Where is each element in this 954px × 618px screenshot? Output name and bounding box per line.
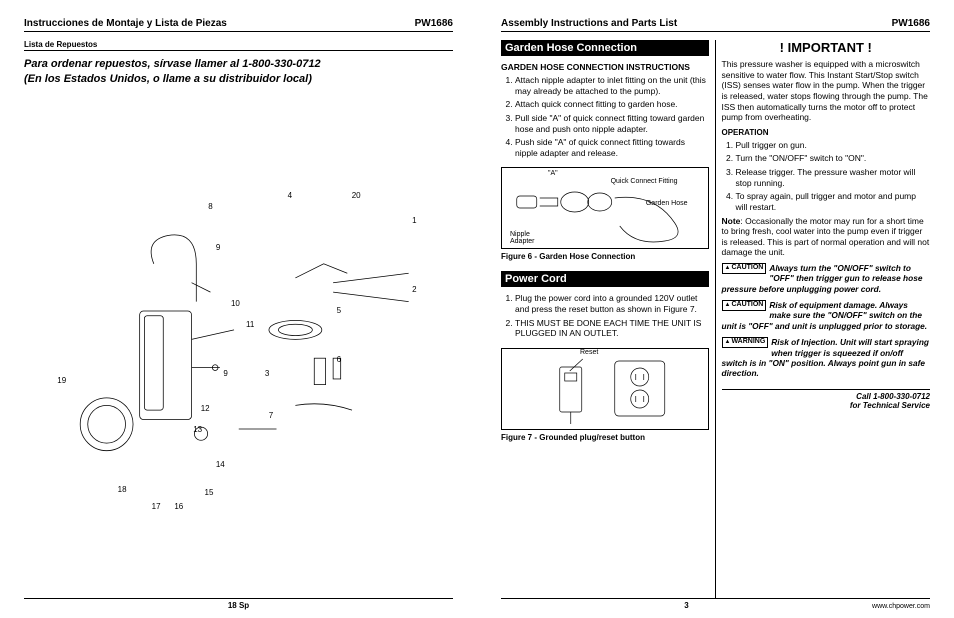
callout: 10 (231, 299, 240, 308)
callout: 9 (216, 243, 220, 252)
callout: 4 (288, 191, 292, 200)
warning-badge: WARNING (722, 337, 769, 348)
fig7-caption: Figure 7 - Grounded plug/reset button (501, 433, 709, 442)
tech1: Call 1-800-330-0712 (722, 392, 931, 402)
order-line2: (En los Estados Unidos, o llame a su dis… (24, 72, 453, 87)
left-page-num: 18 Sp (228, 601, 249, 610)
right-col-left: Garden Hose Connection GARDEN HOSE CONNE… (501, 40, 716, 598)
power-bar: Power Cord (501, 271, 709, 287)
power-step: Plug the power cord into a grounded 120V… (515, 293, 709, 314)
op-steps: Pull trigger on gun. Turn the "ON/OFF" s… (722, 140, 931, 216)
callout: 16 (174, 502, 183, 511)
note-label: Note (722, 216, 741, 226)
op-step: To spray again, pull trigger and motor a… (736, 191, 931, 212)
op-step: Release trigger. The pressure washer mot… (736, 167, 931, 188)
hose-sub: GARDEN HOSE CONNECTION INSTRUCTIONS (501, 62, 709, 72)
left-footer: 18 Sp (24, 598, 453, 610)
left-header-title: Instrucciones de Montaje y Lista de Piez… (24, 18, 227, 29)
callout: 20 (352, 191, 361, 200)
warning: WARNING Risk of Injection. Unit will sta… (722, 337, 931, 378)
left-header: Instrucciones de Montaje y Lista de Piez… (24, 18, 453, 32)
right-header-model: PW1686 (892, 18, 930, 29)
exploded-svg (50, 174, 428, 524)
callout: 15 (205, 488, 214, 497)
note: Note: Occasionally the motor may run for… (722, 216, 931, 259)
right-page: Assembly Instructions and Parts List PW1… (477, 0, 954, 618)
power-step: THIS MUST BE DONE EACH TIME THE UNIT IS … (515, 318, 709, 339)
hose-step: Attach nipple adapter to inlet fitting o… (515, 75, 709, 96)
fig6-qcf: Quick Connect Fitting (611, 178, 678, 185)
right-url: www.chpower.com (872, 603, 930, 610)
exploded-diagram: 8 9 10 11 9 12 13 14 15 16 17 18 19 4 20… (24, 99, 453, 598)
note-text: : Occasionally the motor may run for a s… (722, 216, 930, 258)
fig7-reset: Reset (580, 349, 598, 356)
op-step: Pull trigger on gun. (736, 140, 931, 151)
fig6-a: "A" (548, 170, 558, 177)
figure7: Reset (501, 348, 709, 430)
hose-step: Attach quick connect fitting to garden h… (515, 99, 709, 110)
caution-badge: CAUTION (722, 300, 767, 311)
caution2: CAUTION Risk of equipment damage. Always… (722, 300, 931, 331)
right-page-num: 3 (684, 601, 688, 610)
tech2: for Technical Service (722, 401, 931, 411)
order-text: Para ordenar repuestos, sírvase llamer a… (24, 57, 453, 87)
tech-service: Call 1-800-330-0712 for Technical Servic… (722, 389, 931, 411)
left-page: Instrucciones de Montaje y Lista de Piez… (0, 0, 477, 618)
important-intro: This pressure washer is equipped with a … (722, 59, 931, 123)
left-sub: Lista de Repuestos (24, 40, 453, 51)
hose-steps: Attach nipple adapter to inlet fitting o… (501, 75, 709, 161)
right-header: Assembly Instructions and Parts List PW1… (501, 18, 930, 32)
callout: 12 (201, 404, 210, 413)
callout: 7 (269, 411, 273, 420)
callout: 17 (152, 502, 161, 511)
hose-step: Push side "A" of quick connect fitting t… (515, 137, 709, 158)
right-header-title: Assembly Instructions and Parts List (501, 18, 677, 29)
important-title: ! IMPORTANT ! (722, 40, 931, 55)
callout: 5 (337, 306, 341, 315)
callout: 11 (246, 320, 254, 329)
hose-step: Pull side "A" of quick connect fitting t… (515, 113, 709, 134)
op-head: OPERATION (722, 128, 931, 137)
callout: 2 (412, 285, 416, 294)
figure6: "A" Quick Connect Fitting Garden Hose Ni… (501, 167, 709, 249)
caution1: CAUTION Always turn the "ON/OFF" switch … (722, 263, 931, 294)
left-header-model: PW1686 (415, 18, 453, 29)
callout: 8 (208, 202, 212, 211)
right-footer: 3 www.chpower.com (501, 598, 930, 610)
hose-bar: Garden Hose Connection (501, 40, 709, 56)
callout: 18 (118, 485, 127, 494)
op-step: Turn the "ON/OFF" switch to "ON". (736, 153, 931, 164)
callout: 14 (216, 460, 225, 469)
callout: 1 (412, 216, 416, 225)
fig6-na: Nipple Adapter (510, 231, 535, 245)
callout: 6 (337, 355, 341, 364)
callout: 3 (265, 369, 269, 378)
callout: 9 (223, 369, 227, 378)
right-col-right: ! IMPORTANT ! This pressure washer is eq… (716, 40, 931, 598)
fig6-caption: Figure 6 - Garden Hose Connection (501, 252, 709, 261)
callout: 13 (193, 425, 202, 434)
power-steps: Plug the power cord into a grounded 120V… (501, 293, 709, 342)
fig6-gh: Garden Hose (646, 200, 688, 207)
caution-badge: CAUTION (722, 263, 767, 274)
callout: 19 (57, 376, 66, 385)
order-line1: Para ordenar repuestos, sírvase llamer a… (24, 57, 453, 72)
